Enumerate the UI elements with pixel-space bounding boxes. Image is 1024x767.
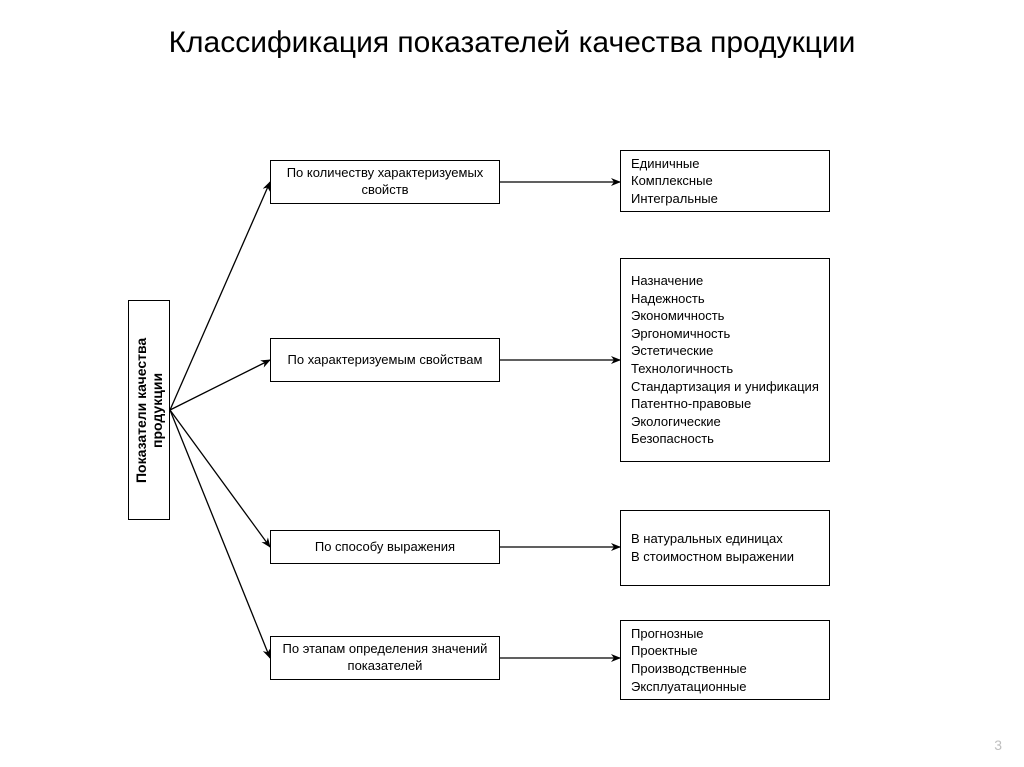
page-number: 3	[994, 737, 1002, 753]
category-by-property: По характеризуемым свойствам	[270, 338, 500, 382]
list-by-stage: Прогнозные Проектные Производственные Эк…	[620, 620, 830, 700]
category-by-expression: По способу выражения	[270, 530, 500, 564]
list-by-expression: В натуральных единицах В стоимостном выр…	[620, 510, 830, 586]
category-by-count: По количеству характеризуемых свойств	[270, 160, 500, 204]
page-title: Классификация показателей качества проду…	[0, 24, 1024, 62]
category-by-stage: По этапам определения значений показател…	[270, 636, 500, 680]
list-by-count: Единичные Комплексные Интегральные	[620, 150, 830, 212]
list-by-property: Назначение Надежность Экономичность Эрго…	[620, 258, 830, 462]
root-node: Показатели качества продукции	[128, 300, 170, 520]
